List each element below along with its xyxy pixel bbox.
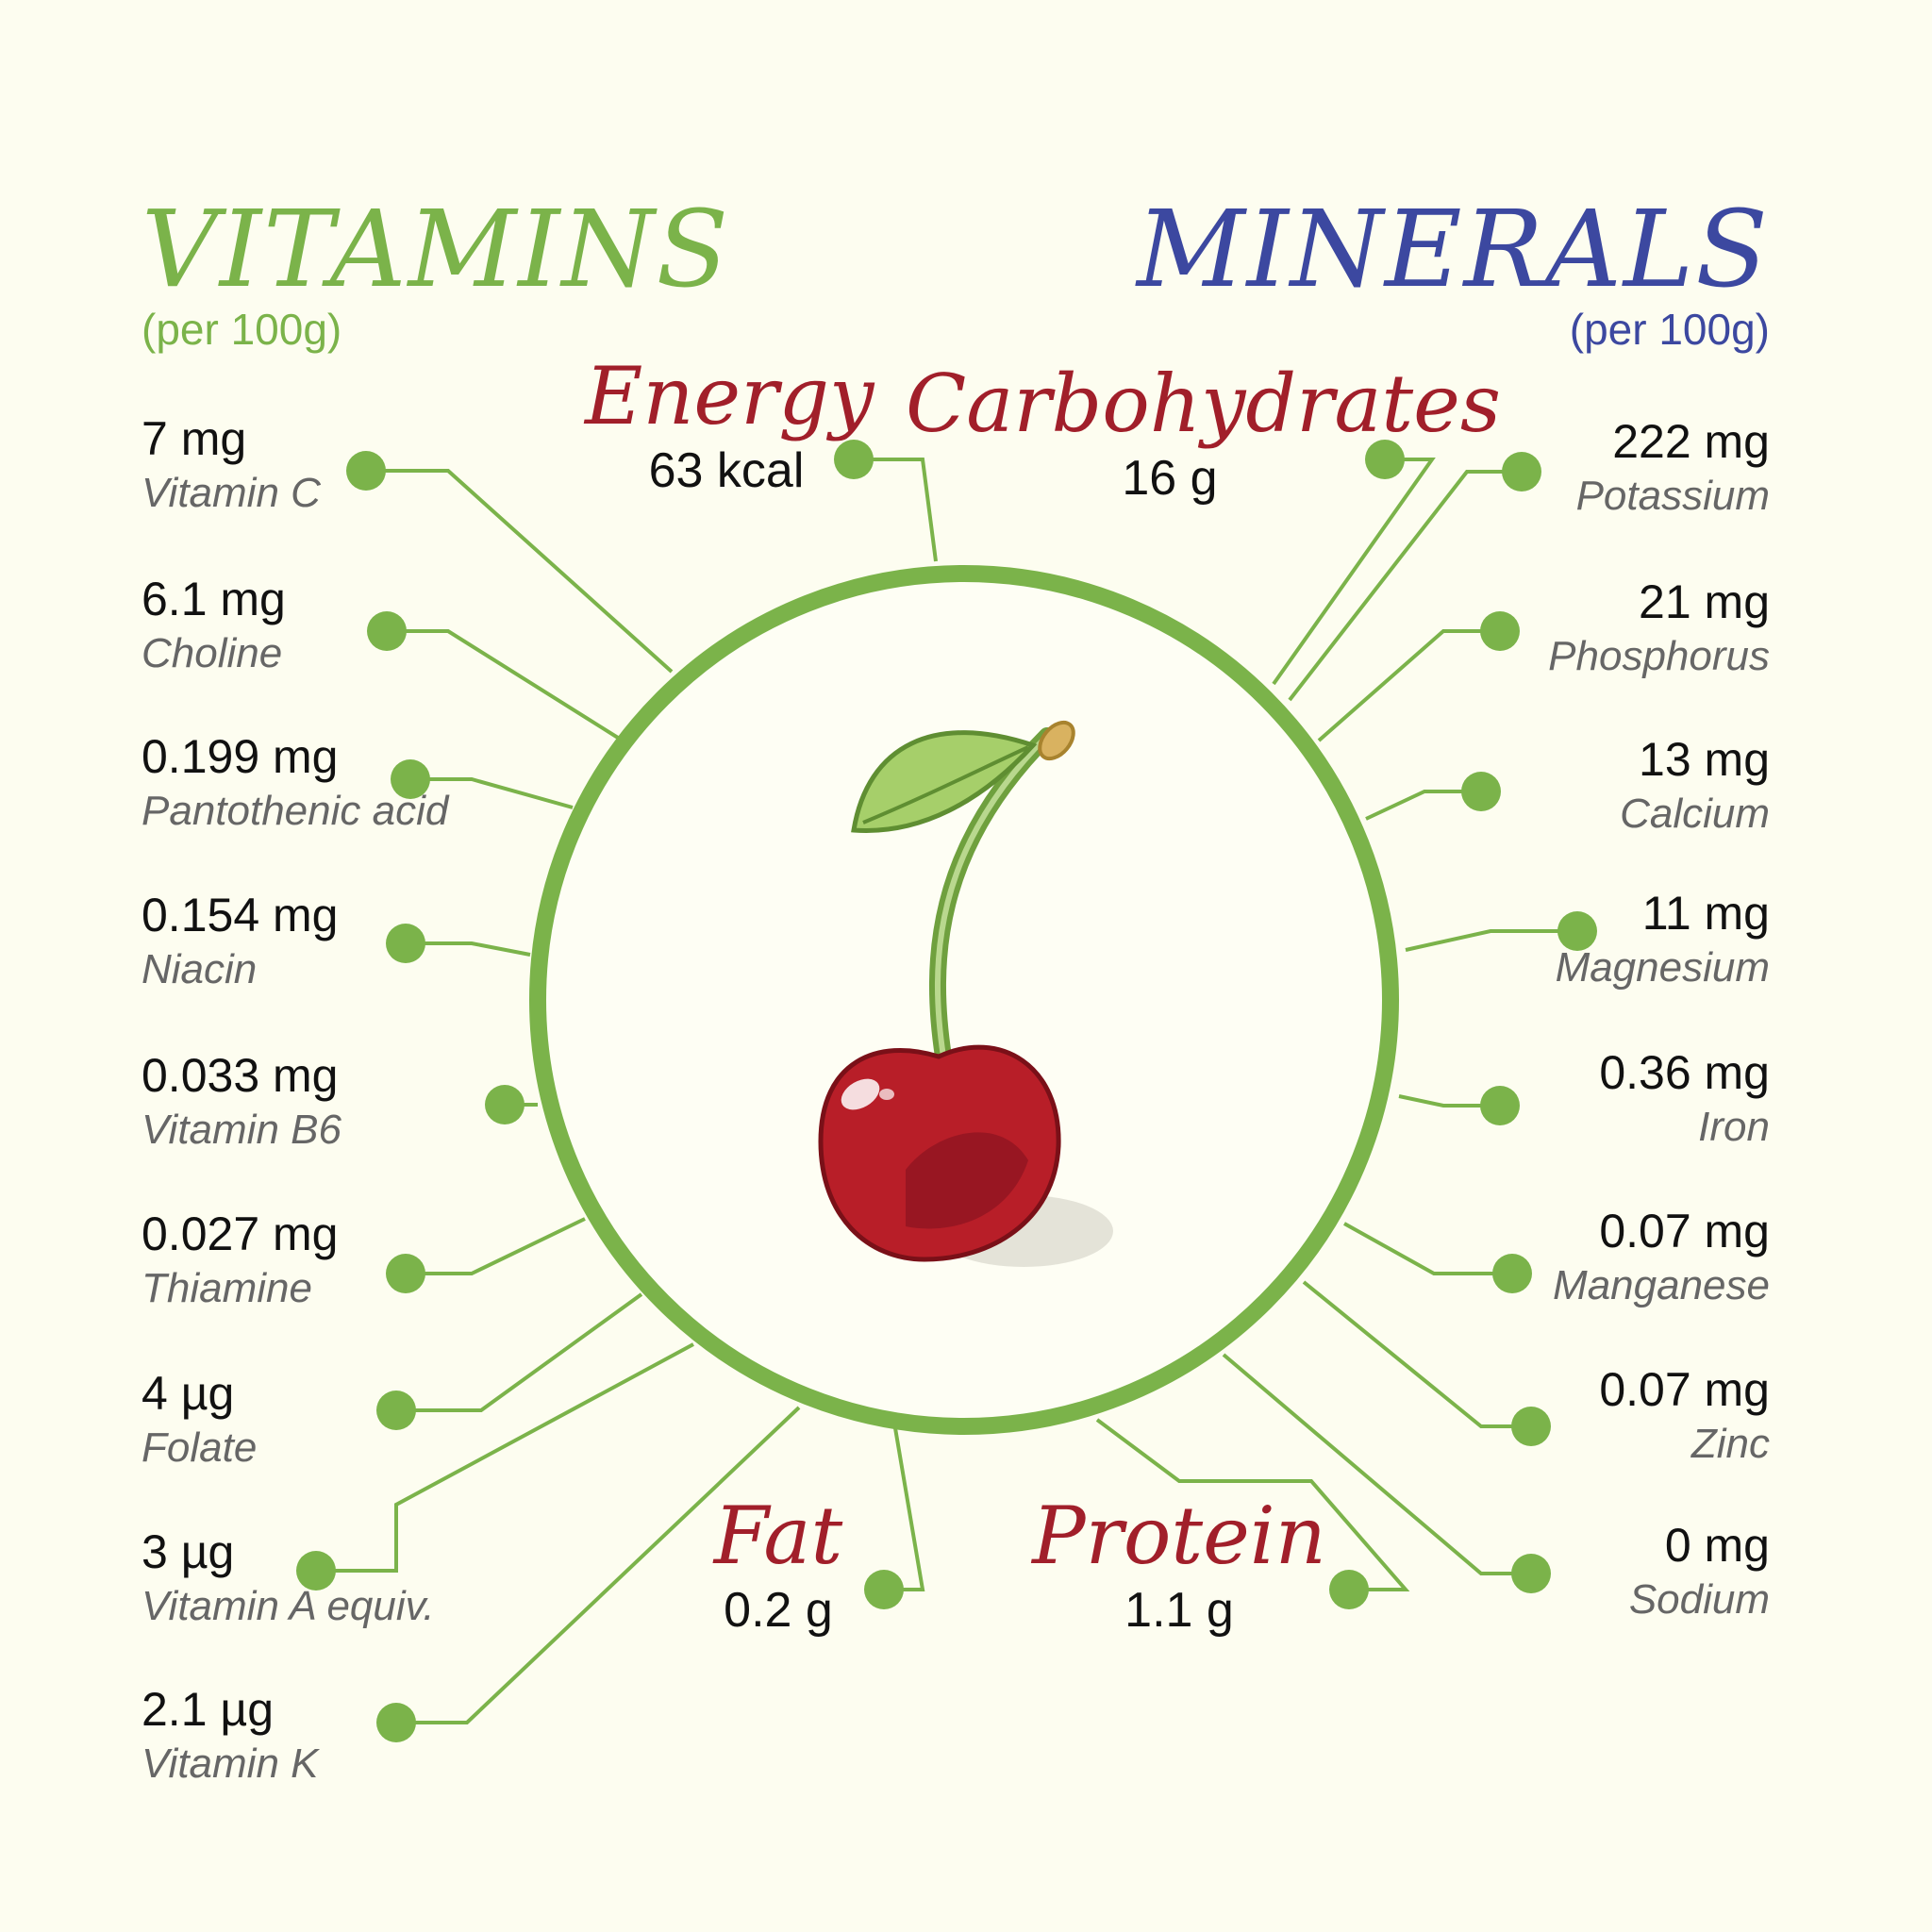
minerals-title: MINERALS	[1137, 189, 1770, 311]
mineral-item-sodium: 0 mg Sodium	[1279, 1517, 1770, 1626]
fat-value: 0.2 g	[660, 1581, 896, 1640]
vitamin-item-vitamin-b6: 0.033 mg Vitamin B6	[142, 1047, 632, 1157]
mineral-value: 21 mg	[1279, 574, 1770, 630]
vitamin-value: 6.1 mg	[142, 571, 632, 627]
vitamin-item-folate: 4 µg Folate	[142, 1365, 632, 1474]
vitamin-name: Vitamin A equiv.	[142, 1580, 632, 1633]
vitamin-value: 0.199 mg	[142, 728, 632, 785]
macro-energy: Energy 63 kcal	[585, 351, 868, 500]
vitamin-item-vitamin-c: 7 mg Vitamin C	[142, 410, 632, 520]
vitamin-value: 7 mg	[142, 410, 632, 467]
mineral-name: Phosphorus	[1279, 630, 1770, 683]
mineral-name: Zinc	[1279, 1418, 1770, 1471]
vitamin-value: 3 µg	[142, 1524, 632, 1580]
vitamin-name: Choline	[142, 627, 632, 680]
mineral-name: Iron	[1279, 1101, 1770, 1154]
vitamin-name: Vitamin C	[142, 467, 632, 520]
vitamin-name: Folate	[142, 1422, 632, 1474]
vitamin-name: Vitamin K	[142, 1738, 632, 1790]
fat-label: Fat	[660, 1491, 896, 1581]
vitamin-name: Thiamine	[142, 1262, 632, 1315]
mineral-value: 0.07 mg	[1279, 1203, 1770, 1259]
protein-value: 1.1 g	[1009, 1581, 1349, 1640]
mineral-item-phosphorus: 21 mg Phosphorus	[1279, 574, 1770, 683]
mineral-name: Magnesium	[1279, 941, 1770, 994]
minerals-subtitle: (per 100g)	[1570, 304, 1770, 355]
mineral-name: Calcium	[1279, 788, 1770, 841]
mineral-item-magnesium: 11 mg Magnesium	[1279, 885, 1770, 994]
macro-protein: Protein 1.1 g	[1009, 1491, 1349, 1640]
vitamin-name: Niacin	[142, 943, 632, 996]
vitamin-item-pantothenic-acid: 0.199 mg Pantothenic acid	[142, 728, 632, 838]
mineral-item-zinc: 0.07 mg Zinc	[1279, 1361, 1770, 1471]
vitamin-item-niacin: 0.154 mg Niacin	[142, 887, 632, 996]
mineral-value: 0.07 mg	[1279, 1361, 1770, 1418]
mineral-value: 13 mg	[1279, 731, 1770, 788]
mineral-item-calcium: 13 mg Calcium	[1279, 731, 1770, 841]
vitamin-name: Pantothenic acid	[142, 785, 632, 838]
mineral-name: Sodium	[1279, 1574, 1770, 1626]
vitamin-item-vitamin-k: 2.1 µg Vitamin K	[142, 1681, 632, 1790]
mineral-name: Manganese	[1279, 1259, 1770, 1312]
vitamin-name: Vitamin B6	[142, 1104, 632, 1157]
vitamin-value: 0.033 mg	[142, 1047, 632, 1104]
energy-label: Energy	[585, 351, 868, 441]
vitamin-item-thiamine: 0.027 mg Thiamine	[142, 1206, 632, 1315]
energy-value: 63 kcal	[585, 441, 868, 500]
vitamins-subtitle: (per 100g)	[142, 304, 341, 355]
vitamin-value: 0.027 mg	[142, 1206, 632, 1262]
vitamin-value: 0.154 mg	[142, 887, 632, 943]
macro-fat: Fat 0.2 g	[660, 1491, 896, 1640]
mineral-item-iron: 0.36 mg Iron	[1279, 1044, 1770, 1154]
vitamin-value: 2.1 µg	[142, 1681, 632, 1738]
carbohydrates-value: 16 g	[906, 449, 1434, 508]
carbohydrates-label: Carbohydrates	[906, 358, 1434, 449]
vitamins-title: VITAMINS	[142, 189, 730, 311]
mineral-value: 11 mg	[1279, 885, 1770, 941]
mineral-value: 0 mg	[1279, 1517, 1770, 1574]
mineral-item-manganese: 0.07 mg Manganese	[1279, 1203, 1770, 1312]
mineral-value: 0.36 mg	[1279, 1044, 1770, 1101]
vitamin-value: 4 µg	[142, 1365, 632, 1422]
macro-carbohydrates: Carbohydrates 16 g	[906, 358, 1434, 508]
vitamin-item-vitamin-a-equiv: 3 µg Vitamin A equiv.	[142, 1524, 632, 1633]
protein-label: Protein	[1009, 1491, 1349, 1581]
vitamin-item-choline: 6.1 mg Choline	[142, 571, 632, 680]
central-ring	[538, 574, 1391, 1426]
